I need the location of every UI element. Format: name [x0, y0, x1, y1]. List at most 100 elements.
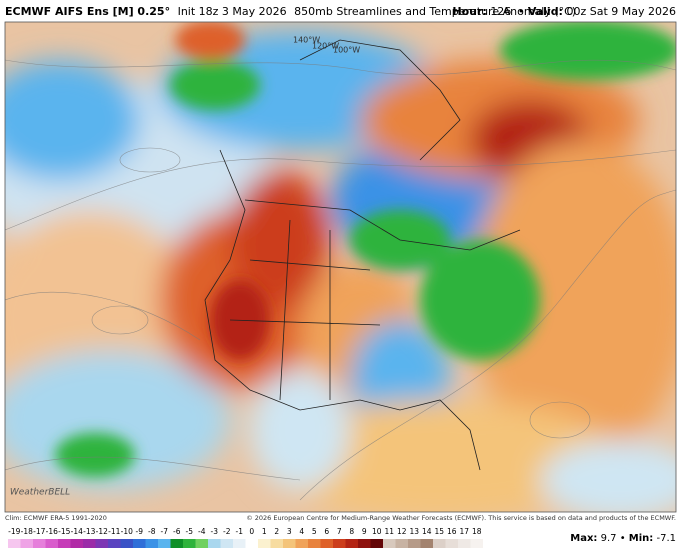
header-right: Hour: 126 • Valid: 00z Sat 9 May 2026 [452, 5, 676, 18]
init: Init 18z 3 May 2026 [178, 5, 287, 18]
anomaly-field [5, 22, 676, 512]
colorbar-cell [158, 539, 171, 548]
colorbar-label: 6 [324, 527, 329, 536]
max: 9.7 [601, 533, 617, 544]
colorbar-label: -4 [198, 527, 206, 536]
min-label: Min: [629, 533, 654, 544]
colorbar-label: -10 [121, 527, 133, 536]
colorbar-cell [95, 539, 108, 548]
colorbar-cell [295, 539, 308, 548]
colorbar-cell [258, 539, 271, 548]
valid: 00z Sat 9 May 2026 [566, 5, 676, 18]
colorbar-label: -19 [8, 527, 20, 536]
colorbar-label: -3 [211, 527, 219, 536]
colorbar-label: 17 [459, 527, 469, 536]
meridian-label: 120°W [312, 42, 339, 51]
colorbar-label: -1 [236, 527, 244, 536]
colorbar-cell [108, 539, 121, 548]
colorbar-cell [70, 539, 83, 548]
copyright: © 2026 European Centre for Medium-Range … [246, 514, 676, 522]
title: ECMWF AIFS Ens [M] 0.25° [5, 5, 170, 18]
hour-label: Hour: [452, 5, 486, 18]
colorbar-label: 7 [337, 527, 342, 536]
colorbar-cell [395, 539, 408, 548]
colorbar-label: -18 [21, 527, 33, 536]
colorbar-cell [383, 539, 396, 548]
colorbar-cell [420, 539, 433, 548]
colorbar-cell [445, 539, 458, 548]
max-label: Max: [570, 533, 597, 544]
valid-label: Valid: [528, 5, 563, 18]
colorbar-label: -5 [186, 527, 194, 536]
colorbar-cell [120, 539, 133, 548]
product: 850mb Streamlines and Temperature Anomal… [294, 5, 576, 18]
map-border [4, 21, 677, 513]
colorbar-label: 8 [349, 527, 354, 536]
colorbar-cell [308, 539, 321, 548]
colorbar-cell [233, 539, 246, 548]
colorbar-cell [133, 539, 146, 548]
colorbar-cell [345, 539, 358, 548]
colorbar-cell [170, 539, 183, 548]
colorbar-label: 3 [287, 527, 292, 536]
meridian-label: 100°W [333, 46, 360, 55]
colorbar-cell [145, 539, 158, 548]
colorbar-cell [270, 539, 283, 548]
colorbar-label: -7 [161, 527, 169, 536]
colorbar-cell [408, 539, 421, 548]
colorbar-label: 10 [372, 527, 382, 536]
min: -7.1 [656, 533, 676, 544]
header: ECMWF AIFS Ens [M] 0.25° Init 18z 3 May … [5, 5, 576, 18]
colorbar-cell [195, 539, 208, 548]
colorbar-label: 11 [384, 527, 394, 536]
colorbar-cell [183, 539, 196, 548]
colorbar-label: -16 [46, 527, 58, 536]
colorbar-label: 18 [472, 527, 482, 536]
colorbar-cell [433, 539, 446, 548]
colorbar-label: -14 [71, 527, 83, 536]
colorbar-label: -2 [223, 527, 231, 536]
colorbar-cell [283, 539, 296, 548]
colorbar-label: 12 [397, 527, 407, 536]
meridian-label: 140°W [293, 36, 320, 45]
climatology: Clim: ECMWF ERA-5 1991-2020 [5, 514, 107, 522]
colorbar-label: 14 [422, 527, 432, 536]
colorbar-cell [333, 539, 346, 548]
colorbar-label: -12 [96, 527, 108, 536]
colorbar: -19 -18 -17 -16 -15 -14 -13 -12 -11 -10 -9 -8 -7 -6 -5… [8, 527, 483, 548]
colorbar-cell [58, 539, 71, 548]
colorbar-label: 1 [262, 527, 267, 536]
colorbar-cell [320, 539, 333, 548]
colorbar-label: -8 [148, 527, 156, 536]
colorbar-cell [358, 539, 371, 548]
boundaries [204, 39, 521, 471]
hour: 126 [490, 5, 511, 18]
colorbar-label: 15 [434, 527, 444, 536]
colorbar-label: 4 [299, 527, 304, 536]
stats: Max: 9.7 • Min: -7.1 [570, 533, 676, 544]
colorbar-label: -11 [108, 527, 120, 536]
colorbar-cell [458, 539, 471, 548]
colorbar-label: 2 [274, 527, 279, 536]
colorbar-cell [8, 539, 21, 548]
colorbar-cell [370, 539, 383, 548]
colorbar-label: 9 [362, 527, 367, 536]
colorbar-label: -15 [58, 527, 70, 536]
colorbar-label: -17 [33, 527, 45, 536]
colorbar-cell [208, 539, 221, 548]
colorbar-cell [83, 539, 96, 548]
colorbar-label: 13 [409, 527, 419, 536]
streamlines [5, 59, 676, 501]
colorbar-label: 5 [312, 527, 317, 536]
colorbar-label: -13 [83, 527, 95, 536]
colorbar-cell [470, 539, 483, 548]
colorbar-cell [45, 539, 58, 548]
logo: WeatherBELL [10, 488, 70, 498]
colorbar-label: 0 [249, 527, 254, 536]
colorbar-cell [245, 539, 258, 548]
colorbar-label: -9 [136, 527, 144, 536]
colorbar-cell [220, 539, 233, 548]
colorbar-cell [33, 539, 46, 548]
